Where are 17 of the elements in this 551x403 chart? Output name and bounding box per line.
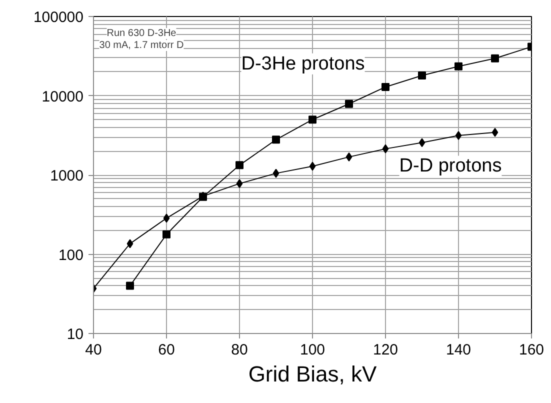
series-label: D-3He protons — [241, 53, 365, 74]
x-tick-label: 120 — [372, 342, 398, 358]
x-tick-label: 60 — [158, 342, 175, 358]
y-tick-label: 10000 — [42, 88, 84, 106]
y-tick-label: 1000 — [50, 168, 84, 184]
series-label: D-D protons — [399, 156, 502, 177]
y-tick-label: 10 — [66, 326, 84, 343]
x-tick-label: 40 — [85, 342, 102, 358]
x-tick-label: 100 — [300, 342, 326, 358]
y-tick-label: 100 — [58, 246, 84, 264]
annotation: 30 mA, 1.7 mtorr D — [99, 40, 184, 51]
annotation: Run 630 D-3He — [106, 28, 177, 39]
x-tick-label: 160 — [518, 342, 544, 358]
x-axis-title: Grid Bias, kV — [248, 362, 378, 386]
x-tick-label: 80 — [231, 342, 248, 358]
y-tick-label: 100000 — [33, 9, 84, 26]
x-tick-label: 140 — [446, 342, 472, 358]
